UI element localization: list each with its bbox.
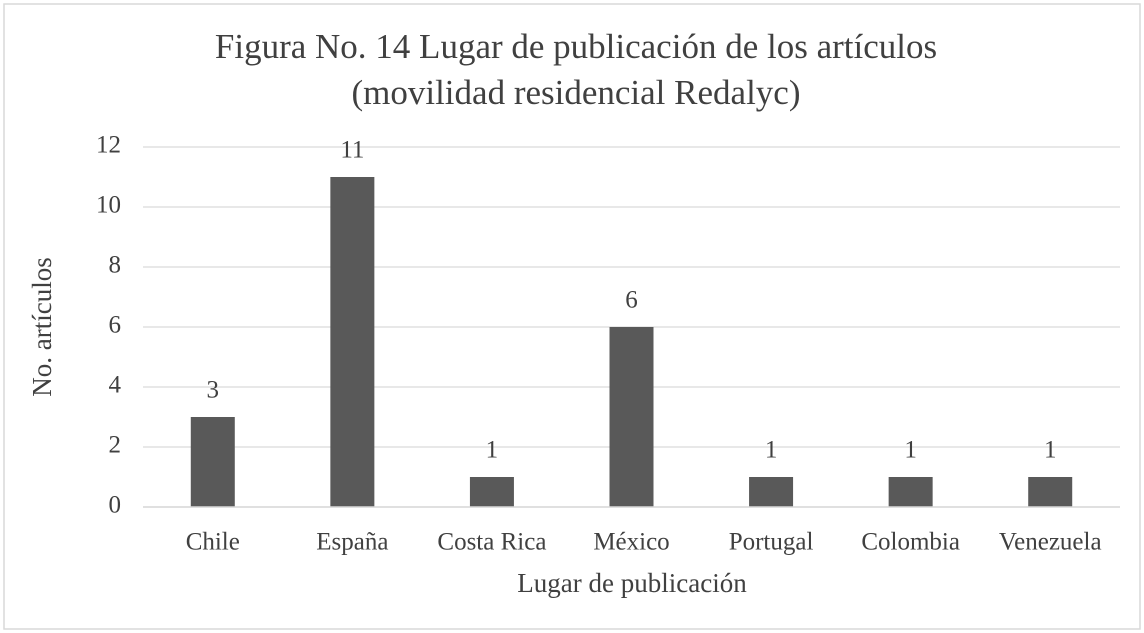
bar [330,177,375,507]
y-tick-label: 0 [109,492,122,519]
data-label: 1 [1044,437,1057,464]
x-tick-label: México [593,529,669,556]
data-label: 3 [207,377,220,404]
x-tick-label: Venezuela [999,529,1102,556]
bar [888,477,933,507]
data-label: 1 [904,437,917,464]
bar [609,327,654,507]
data-label: 1 [765,437,778,464]
x-tick-label: Chile [186,529,240,556]
data-label: 11 [340,137,364,164]
chart-border [3,3,1141,630]
bar [1028,477,1073,507]
x-axis-label: Lugar de publicación [517,568,747,598]
data-label: 1 [486,437,499,464]
x-tick-label: Colombia [861,529,960,556]
x-tick-label: España [316,529,388,556]
y-tick-label: 4 [109,372,122,399]
bar [749,477,794,507]
y-tick-label: 10 [96,192,121,219]
y-tick-label: 6 [109,312,122,339]
bar [190,417,235,507]
y-tick-label: 8 [109,252,122,279]
x-tick-label: Costa Rica [437,529,546,556]
y-axis-label: No. artículos [27,257,57,396]
chart-title: Figura No. 14 Lugar de publicación de lo… [215,27,937,66]
data-label: 6 [625,287,638,314]
y-tick-label: 12 [96,132,121,159]
x-tick-label: Portugal [729,529,814,556]
y-tick-label: 2 [109,432,122,459]
chart-title: (movilidad residencial Redalyc) [351,73,800,112]
bar [469,477,514,507]
